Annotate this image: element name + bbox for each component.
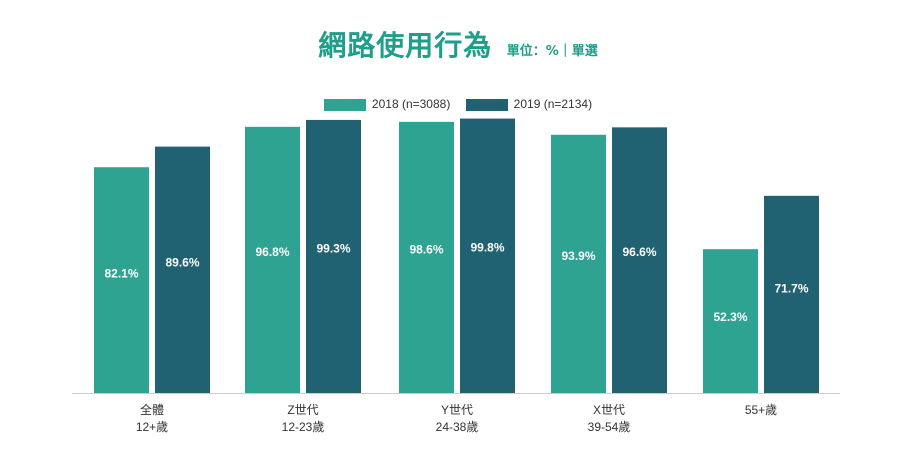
bar-2018-2 xyxy=(399,121,454,393)
x-tick-label: 55+歲 xyxy=(745,403,777,417)
bar-value-label: 82.1% xyxy=(104,266,138,280)
bar-2018-4 xyxy=(703,249,758,393)
legend-item-2019: 2019 (n=2134) xyxy=(465,96,593,111)
chart-title: 網路使用行為 xyxy=(318,29,493,62)
x-tick-label: Y世代 xyxy=(441,403,473,417)
chart-title-group: 網路使用行為 單位：%｜單選 xyxy=(0,24,916,64)
bar-2019-0 xyxy=(155,146,210,393)
x-tick-label: 12-23歲 xyxy=(282,420,325,434)
bar-value-label: 89.6% xyxy=(165,255,199,269)
bar-2019-3 xyxy=(612,127,667,393)
bar-2018-0 xyxy=(94,167,149,393)
bar-2019-1 xyxy=(306,119,361,394)
legend-swatch-2019 xyxy=(465,98,508,111)
x-tick-label: 39-54歲 xyxy=(588,420,631,434)
x-tick-label: 全體 xyxy=(140,402,164,417)
legend-label-2018: 2018 (n=3088) xyxy=(371,96,451,111)
bar-2019-4 xyxy=(764,195,819,393)
legend-item-2018: 2018 (n=3088) xyxy=(323,96,451,111)
chart-legend: 2018 (n=3088) 2019 (n=2134) xyxy=(0,96,916,111)
bar-value-label: 52.3% xyxy=(713,310,747,324)
bar-value-label: 99.8% xyxy=(470,241,504,255)
legend-swatch-2018 xyxy=(323,98,366,111)
bar-2019-2 xyxy=(460,118,515,394)
x-tick-label: Z世代 xyxy=(287,403,318,417)
legend-label-2019: 2019 (n=2134) xyxy=(513,96,593,111)
x-tick-label: 24-38歲 xyxy=(436,420,479,434)
bar-value-label: 96.6% xyxy=(622,245,656,259)
x-tick-label: X世代 xyxy=(593,403,625,417)
bar-value-label: 99.3% xyxy=(316,241,350,255)
bar-2018-1 xyxy=(245,126,300,394)
bar-2018-3 xyxy=(551,134,606,393)
x-tick-label: 12+歲 xyxy=(136,420,168,434)
bar-value-label: 93.9% xyxy=(561,249,595,263)
bar-value-label: 71.7% xyxy=(774,281,808,295)
bar-value-label: 96.8% xyxy=(255,245,289,259)
bar-value-label: 98.6% xyxy=(409,242,443,256)
chart-unit-note: 單位：%｜單選 xyxy=(506,44,598,59)
